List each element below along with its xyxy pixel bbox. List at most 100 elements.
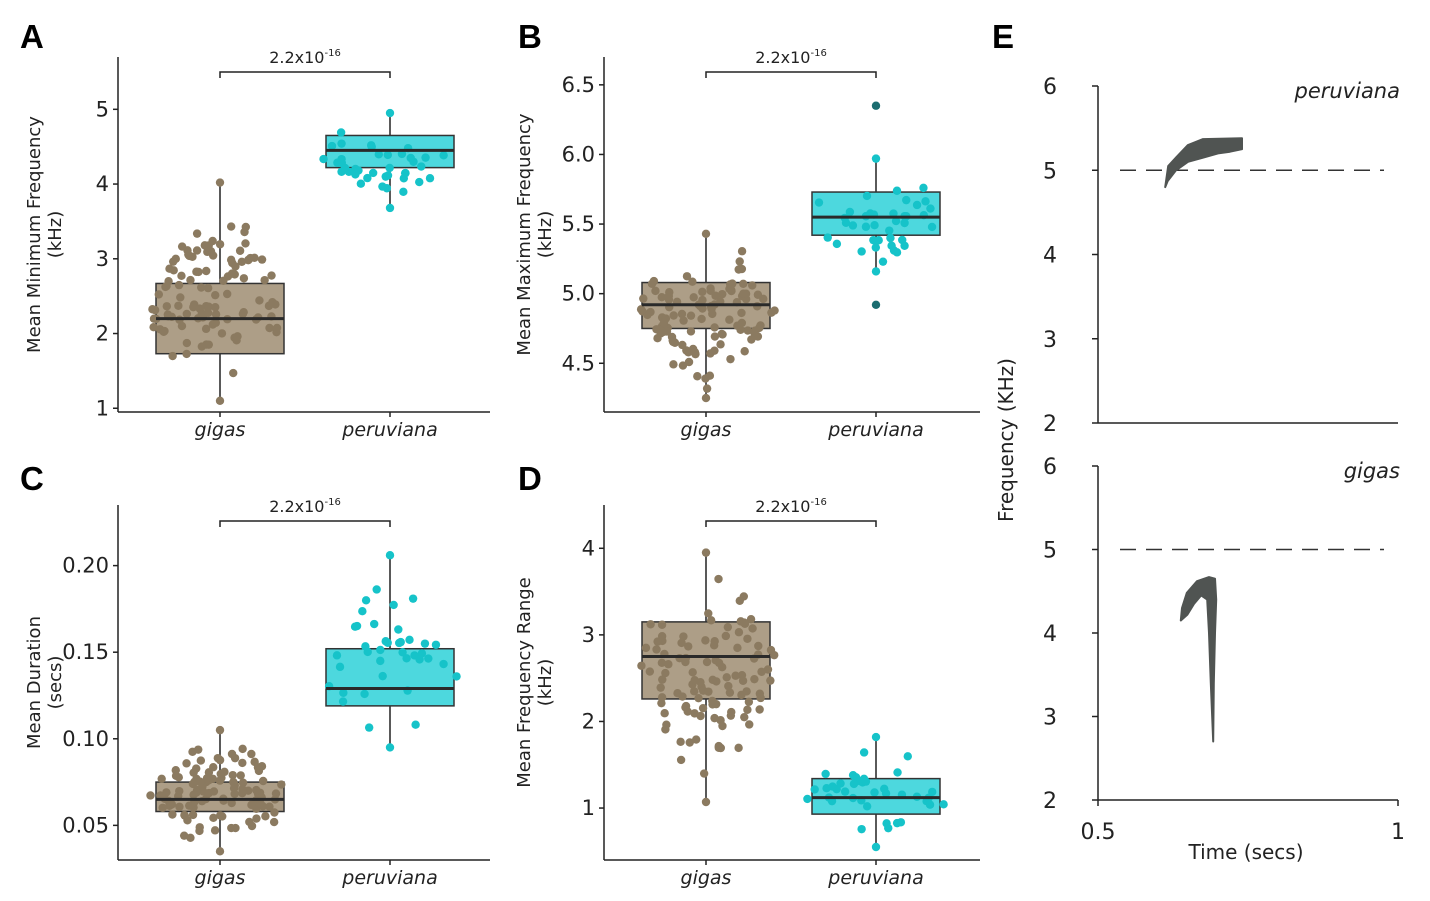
- data-point: [385, 743, 395, 752]
- panel-letter: A: [20, 18, 44, 55]
- data-point: [383, 150, 393, 160]
- data-point: [351, 170, 360, 179]
- data-point: [706, 284, 715, 293]
- data-point: [192, 246, 202, 255]
- data-point: [336, 128, 346, 137]
- panel-a: A 1 2 3 4 5 Mean Minimum Frequency(kHz) gigas pe…: [20, 18, 490, 441]
- significance-base: 2.2x10: [755, 497, 810, 516]
- x-category-label: peruviana: [341, 867, 437, 889]
- data-point: [698, 703, 708, 713]
- data-point: [702, 657, 712, 667]
- significance-label: 2.2x10-16: [755, 497, 827, 516]
- data-point: [669, 311, 678, 320]
- y-tick-label: 5.0: [562, 282, 595, 306]
- data-point: [374, 150, 383, 159]
- data-point: [739, 289, 748, 298]
- significance-exponent: -16: [324, 48, 340, 59]
- data-point: [885, 226, 894, 235]
- data-point: [755, 705, 764, 714]
- y-axis-label: Mean Maximum Frequency(kHz): [514, 113, 556, 356]
- y-tick-label: 1: [582, 796, 595, 820]
- data-point: [770, 306, 779, 315]
- x-category-label: gigas: [195, 867, 246, 889]
- data-point: [204, 340, 213, 349]
- y-tick-label: 5: [96, 97, 109, 121]
- data-point: [657, 658, 667, 667]
- data-point: [395, 638, 404, 648]
- data-point: [727, 707, 736, 717]
- data-point: [891, 216, 901, 226]
- data-point: [257, 255, 267, 264]
- data-point: [870, 221, 879, 230]
- data-point: [734, 265, 743, 274]
- data-point: [168, 810, 177, 819]
- panel-c: C 0.05 0.10 0.15 0.20 Mean Duration(secs) giga…: [20, 460, 490, 889]
- data-point: [257, 762, 267, 771]
- data-point: [657, 620, 667, 629]
- significance-bracket: [219, 520, 391, 527]
- data-point: [233, 332, 242, 341]
- y-tick-label: 5: [1043, 539, 1057, 564]
- data-point: [662, 720, 671, 729]
- data-point: [857, 247, 866, 256]
- y-tick-label: 4: [96, 172, 109, 196]
- y-axis-label-line: (kHz): [45, 211, 66, 258]
- data-point: [900, 241, 909, 250]
- data-point: [694, 693, 703, 703]
- panel-letter: C: [20, 460, 44, 497]
- data-point: [201, 324, 211, 334]
- data-point: [757, 667, 766, 676]
- data-point: [188, 747, 197, 757]
- data-point: [195, 304, 204, 313]
- data-point: [270, 808, 279, 817]
- data-point: [238, 778, 248, 787]
- data-point: [255, 296, 264, 305]
- data-point: [231, 262, 240, 271]
- data-point: [710, 323, 719, 332]
- significance-exponent: -16: [810, 497, 826, 508]
- y-axis-label-line: Mean Duration: [24, 616, 45, 749]
- significance-bracket: [219, 71, 391, 78]
- data-point: [861, 222, 871, 231]
- data-point: [361, 642, 370, 651]
- data-point: [238, 758, 247, 768]
- data-point: [167, 800, 177, 809]
- data-point: [335, 662, 345, 672]
- y-tick-label: 3: [96, 247, 109, 271]
- data-point: [202, 266, 211, 276]
- data-point: [258, 776, 268, 786]
- data-point: [753, 332, 763, 341]
- data-point: [686, 311, 696, 320]
- data-point: [734, 628, 744, 637]
- data-point: [684, 642, 693, 651]
- data-point: [690, 347, 700, 357]
- significance-exponent: -16: [810, 48, 826, 59]
- data-point: [222, 289, 232, 299]
- data-point: [688, 277, 697, 286]
- box-peruviana: [319, 108, 455, 213]
- data-point: [682, 272, 692, 281]
- y-tick-label: 5: [1043, 159, 1057, 184]
- data-point: [215, 776, 225, 785]
- data-point: [706, 616, 716, 625]
- data-point: [763, 665, 773, 674]
- data-point: [902, 195, 911, 205]
- data-point: [882, 819, 891, 828]
- y-tick-label: 3: [1043, 706, 1057, 731]
- data-point: [376, 645, 385, 655]
- data-point: [327, 141, 337, 151]
- data-point: [250, 757, 259, 767]
- data-point: [659, 318, 669, 327]
- data-point: [383, 638, 392, 647]
- data-point: [887, 241, 896, 250]
- data-point: [204, 768, 214, 777]
- data-point: [770, 650, 779, 660]
- data-point: [754, 641, 763, 651]
- data-point: [339, 688, 348, 697]
- significance-base: 2.2x10: [755, 48, 810, 67]
- species-label: gigas: [1344, 459, 1400, 483]
- data-point: [740, 347, 749, 356]
- data-point: [185, 251, 194, 261]
- data-point: [189, 302, 198, 312]
- data-point: [215, 240, 225, 249]
